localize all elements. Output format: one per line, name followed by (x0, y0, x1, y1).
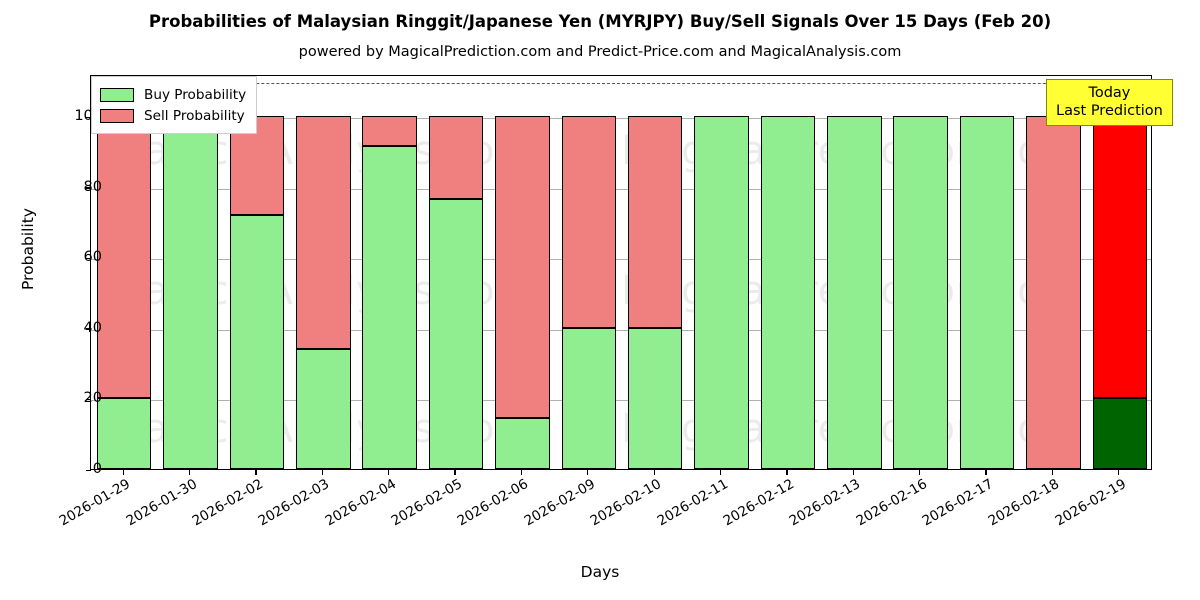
x-axis-tick-mark (719, 470, 722, 475)
gridline (91, 329, 1151, 331)
y-axis-tick-mark (86, 469, 91, 471)
bar-group[interactable] (827, 76, 882, 469)
gridlines (91, 76, 1151, 469)
plot-area: MagicalAnalysis.comMagicalPrediction.com… (90, 75, 1152, 470)
gridline (91, 188, 1151, 190)
bar-segment-buy[interactable] (296, 349, 351, 469)
bar-segment-sell[interactable] (627, 116, 683, 328)
x-axis-tick-mark (786, 470, 788, 475)
bar-group[interactable] (428, 76, 484, 469)
y-axis-tick-mark (86, 257, 91, 260)
y-axis-tick-mark (86, 116, 91, 118)
bar-segment-buy[interactable] (694, 116, 749, 469)
bar-segment-buy[interactable] (893, 116, 948, 469)
legend-item: Buy Probability (100, 84, 246, 105)
x-axis-tick-mark (653, 470, 655, 475)
bar-segment-buy[interactable] (362, 146, 417, 469)
bar-segment-sell[interactable] (1026, 116, 1081, 469)
bar-segment-sell[interactable] (428, 116, 484, 200)
x-axis-tick-mark (852, 470, 854, 475)
today-annotation: Today Last Prediction (1046, 79, 1173, 127)
bar-segment-buy[interactable] (827, 116, 882, 469)
bar-segment-buy[interactable] (561, 327, 617, 469)
bar-group[interactable] (627, 76, 683, 469)
x-axis-tick-mark (587, 470, 589, 475)
x-axis-tick-mark (520, 470, 523, 475)
legend-label: Buy Probability (144, 86, 247, 103)
x-axis-tick-mark (188, 470, 191, 475)
y-axis-tick-label: 20 (83, 390, 102, 407)
legend-swatch (100, 87, 134, 102)
bar-segment-buy[interactable] (495, 417, 550, 469)
bar-segment-buy[interactable] (627, 327, 683, 469)
x-axis-tick-mark (321, 470, 323, 475)
x-axis-tick-mark (1118, 470, 1120, 475)
gridline (91, 259, 1151, 261)
x-axis-tick-mark (388, 470, 390, 475)
bar-segment-buy[interactable] (163, 116, 218, 469)
y-axis-tick-mark (86, 398, 91, 401)
x-axis-tick-mark (122, 470, 124, 475)
x-axis-tick-mark (454, 470, 456, 475)
bar-group[interactable] (561, 76, 617, 469)
y-axis-tick-label: 60 (83, 249, 102, 266)
legend-label: Sell Probability (144, 107, 245, 124)
reference-line (91, 83, 1151, 85)
bar-segment-buy[interactable] (229, 215, 285, 469)
bar-group[interactable] (362, 76, 417, 469)
bar-group[interactable] (959, 76, 1015, 469)
y-axis-title: Probability (19, 208, 37, 290)
x-axis-title: Days (580, 563, 620, 581)
y-axis-tick-label: 40 (83, 319, 102, 336)
bar-group[interactable] (1092, 76, 1148, 469)
bar-group[interactable] (163, 76, 218, 469)
bar-segment-buy[interactable] (760, 116, 816, 469)
bar-segment-sell[interactable] (1092, 116, 1148, 399)
bar-group[interactable] (495, 76, 550, 469)
x-axis-tick-mark (919, 470, 921, 475)
today-annotation-line1: Today (1088, 85, 1131, 101)
bar-segment-sell[interactable] (362, 116, 417, 147)
bar-segment-sell[interactable] (561, 116, 617, 328)
x-axis-tick-mark (1051, 470, 1054, 475)
today-annotation-line2: Last Prediction (1056, 103, 1163, 120)
bar-segment-sell[interactable] (495, 116, 550, 418)
bar-segment-buy[interactable] (428, 199, 484, 469)
bar-group[interactable] (694, 76, 749, 469)
x-axis-tick-mark (985, 470, 987, 475)
bar-group[interactable] (893, 76, 948, 469)
y-axis-tick-mark (86, 328, 91, 330)
bar-group[interactable] (229, 76, 285, 469)
chart-legend: Buy Probability Sell Probability (91, 76, 258, 134)
legend-swatch (100, 108, 134, 123)
y-axis-tick-mark (86, 187, 91, 189)
y-axis-tick-label: 0 (92, 461, 102, 477)
bar-group[interactable] (96, 76, 152, 469)
bar-group[interactable] (296, 76, 351, 469)
bar-segment-buy[interactable] (959, 116, 1015, 469)
x-axis-tick-mark (255, 470, 257, 475)
legend-item: Sell Probability (100, 105, 246, 126)
gridline (91, 400, 1151, 402)
bar-group[interactable] (1026, 76, 1081, 469)
bar-group[interactable] (760, 76, 816, 469)
bar-segment-sell[interactable] (96, 116, 152, 399)
bars-layer (91, 76, 1151, 469)
chart-subtitle: powered by MagicalPrediction.com and Pre… (298, 44, 902, 60)
chart-title: Probabilities of Malaysian Ringgit/Japan… (148, 12, 1052, 31)
bar-segment-sell[interactable] (296, 116, 351, 350)
bar-segment-buy[interactable] (96, 398, 152, 469)
bar-segment-buy[interactable] (1092, 398, 1148, 469)
gridline (91, 118, 1151, 120)
y-axis-tick-label: 80 (83, 178, 102, 195)
